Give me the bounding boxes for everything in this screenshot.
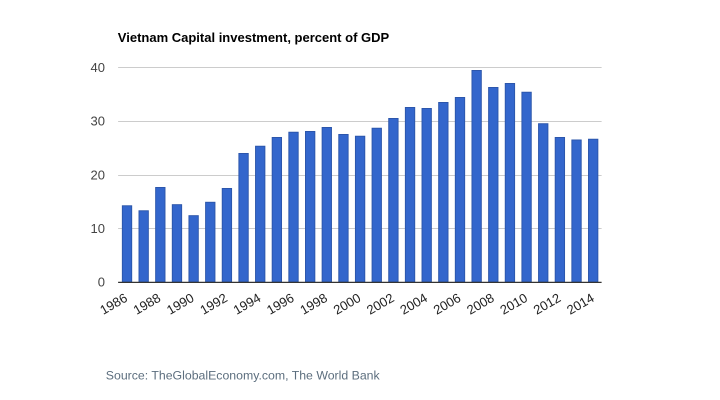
svg-text:Vietnam Capital investment, pe: Vietnam Capital investment, percent of G…: [118, 30, 390, 45]
svg-text:40: 40: [91, 60, 105, 75]
svg-text:20: 20: [91, 167, 105, 182]
svg-text:30: 30: [91, 114, 105, 129]
svg-text:Source: TheGlobalEconomy.com,: Source: TheGlobalEconomy.com, The World …: [106, 369, 381, 383]
svg-text:10: 10: [91, 221, 105, 236]
svg-text:0: 0: [98, 275, 105, 290]
